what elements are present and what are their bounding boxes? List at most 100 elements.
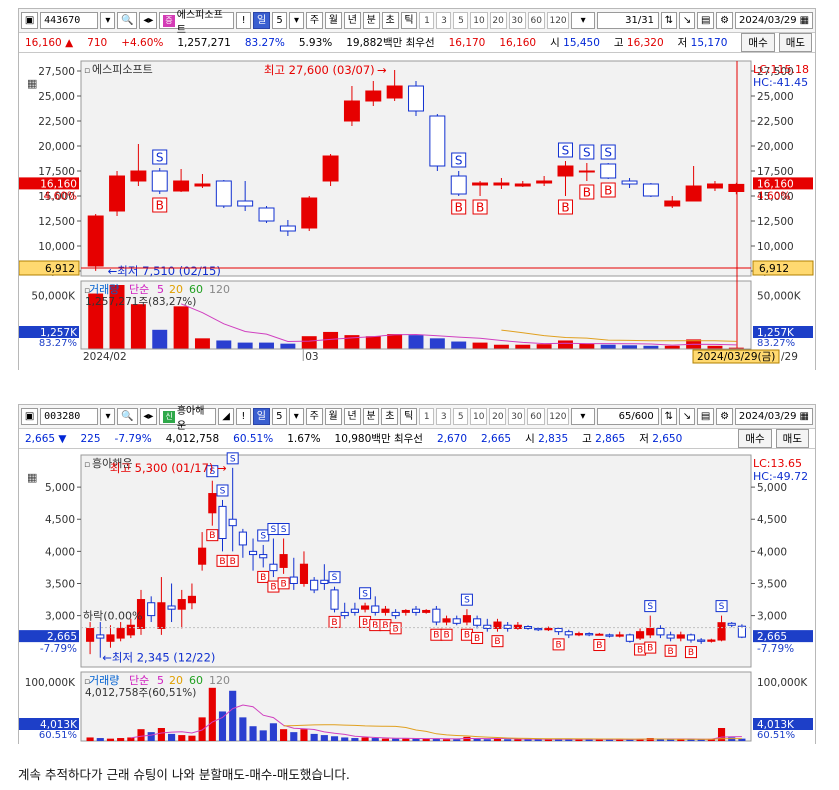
turnover: 1.67% [287, 432, 321, 445]
toolbar: ▣ 443670 ▾ 🔍 ◂▸ 증 에스피소프트 ! 일 5 ▾ 주 월 년 분 … [19, 9, 815, 36]
search-icon[interactable]: 🔍 [117, 408, 138, 425]
y-tick-label: 15,000 [38, 191, 75, 203]
dropdown-icon[interactable]: ▾ [289, 12, 305, 29]
interval-5[interactable]: 5 [453, 12, 469, 29]
volume-legend-item: 20 [169, 283, 183, 296]
volume-bar [178, 735, 186, 741]
draw-icon[interactable]: ↘ [678, 408, 696, 425]
candle-body [130, 170, 147, 182]
sell-button[interactable]: 매도 [775, 429, 809, 448]
interval-1[interactable]: 1 [419, 408, 435, 425]
period-day-tab[interactable]: 일 [253, 12, 271, 29]
period-n-input[interactable]: 5 [271, 408, 287, 425]
candle-body [452, 618, 461, 624]
date-input[interactable]: 2024/03/29 ▦ [734, 12, 814, 29]
volume-bar [259, 730, 267, 741]
sell-signal-label: S [281, 525, 287, 535]
date-input[interactable]: 2024/03/29 ▦ [734, 408, 813, 425]
tab-second[interactable]: 초 [381, 12, 399, 29]
compare-icon[interactable]: ⇅ [660, 12, 678, 29]
arrow-icon[interactable]: ◢ [218, 408, 234, 425]
chart-svg[interactable]: 27,500 27,500 25,000 25,000 22,500 22,500 20,0… [18, 53, 815, 369]
search-icon[interactable]: 🔍 [117, 12, 138, 29]
tab-tick[interactable]: 틱 [400, 12, 418, 29]
tab-week[interactable]: 주 [305, 408, 323, 425]
interval-3[interactable]: 3 [436, 12, 452, 29]
volume-bar [575, 739, 583, 741]
stock-name-box[interactable]: 신 흥아해운 [159, 406, 217, 432]
tab-week[interactable]: 주 [306, 12, 323, 29]
volume-bar [365, 336, 381, 349]
candle-body [676, 634, 685, 639]
tab-second[interactable]: 초 [381, 408, 399, 425]
period-n-input[interactable]: 5 [272, 12, 288, 29]
sell-signal-label: S [583, 146, 591, 160]
y-tick-label: 22,500 [38, 116, 75, 128]
candle-body [578, 170, 595, 173]
interval-20[interactable]: 20 [489, 408, 507, 425]
stock-code-input[interactable]: 443670 [40, 12, 99, 29]
y-tick-label: 4,500 [757, 514, 787, 526]
interval-10[interactable]: 10 [470, 408, 488, 425]
tab-month[interactable]: 월 [324, 408, 342, 425]
buy-signal-marker [593, 639, 606, 652]
tab-minute[interactable]: 분 [362, 12, 380, 29]
data-count[interactable]: 65/600 [596, 408, 659, 425]
buy-signal-label: B [668, 647, 674, 657]
interval-60[interactable]: 60 [527, 408, 545, 425]
volume-current-tag [19, 718, 79, 730]
interval-120[interactable]: 120 [546, 408, 570, 425]
interval-30[interactable]: 30 [508, 12, 526, 29]
interval-1[interactable]: 1 [419, 12, 435, 29]
compare-icon[interactable]: ⇅ [660, 408, 677, 425]
chart-svg[interactable]: 5,000 5,000 4,500 4,500 4,000 4,000 3,500 3,500… [19, 449, 815, 743]
interval-120[interactable]: 120 [546, 12, 570, 29]
window-icon[interactable]: ▣ [21, 408, 39, 425]
interval-10[interactable]: 10 [470, 12, 488, 29]
window-icon[interactable]: ▣ [21, 12, 39, 29]
period-day-tab[interactable]: 일 [252, 408, 270, 425]
buy-button[interactable]: 매수 [738, 429, 772, 448]
volume-bar [117, 738, 125, 741]
save-icon[interactable]: ▤ [697, 12, 715, 29]
sell-signal-marker [359, 587, 372, 600]
sound-icon[interactable]: ◂▸ [139, 408, 158, 425]
interval-5[interactable]: 5 [453, 408, 469, 425]
alert-icon[interactable]: ! [235, 408, 251, 425]
interval-30[interactable]: 30 [508, 408, 526, 425]
tab-year[interactable]: 년 [343, 12, 361, 29]
draw-icon[interactable]: ↘ [679, 12, 696, 29]
dropdown-icon[interactable]: ▾ [100, 408, 116, 425]
save-icon[interactable]: ▤ [697, 408, 715, 425]
tab-year[interactable]: 년 [343, 408, 361, 425]
buy-signal-marker [277, 577, 290, 590]
price-chart[interactable]: 5,000 5,000 4,500 4,500 4,000 4,000 3,500 3,500… [19, 449, 815, 746]
interval-20[interactable]: 20 [489, 12, 507, 29]
volume-summary: 4,012,758주(60,51%) [85, 687, 196, 699]
candle-body [173, 180, 190, 192]
interval-60[interactable]: 60 [527, 12, 545, 29]
data-count[interactable]: 31/31 [596, 12, 659, 29]
gear-icon[interactable]: ⚙ [716, 408, 733, 425]
y-tick-label: 3,000 [45, 611, 75, 623]
tab-tick[interactable]: 틱 [400, 408, 418, 425]
alert-icon[interactable]: ! [236, 12, 252, 29]
volume-bar [137, 729, 145, 741]
tab-month[interactable]: 월 [324, 12, 342, 29]
buy-button[interactable]: 매수 [741, 33, 775, 52]
cursor-date-right: /29 [781, 351, 798, 363]
dropdown-icon[interactable]: ▾ [288, 408, 304, 425]
stock-name-box[interactable]: 증 에스피소프트 [159, 10, 235, 36]
stock-code-input[interactable]: 003280 [40, 408, 99, 425]
y-tick-label: 25,000 [757, 91, 794, 103]
sound-icon[interactable]: ◂▸ [139, 12, 158, 29]
interval-3[interactable]: 3 [436, 408, 452, 425]
price-chart[interactable]: 27,500 27,500 25,000 25,000 22,500 22,500 20,0… [18, 53, 815, 372]
sell-button[interactable]: 매도 [778, 33, 813, 52]
dropdown-icon[interactable]: ▾ [100, 12, 116, 29]
dropdown-icon[interactable]: ▾ [571, 408, 595, 425]
buy-signal-marker [206, 529, 219, 542]
gear-icon[interactable]: ⚙ [716, 12, 733, 29]
dropdown-icon[interactable]: ▾ [571, 12, 595, 29]
tab-minute[interactable]: 분 [362, 408, 380, 425]
